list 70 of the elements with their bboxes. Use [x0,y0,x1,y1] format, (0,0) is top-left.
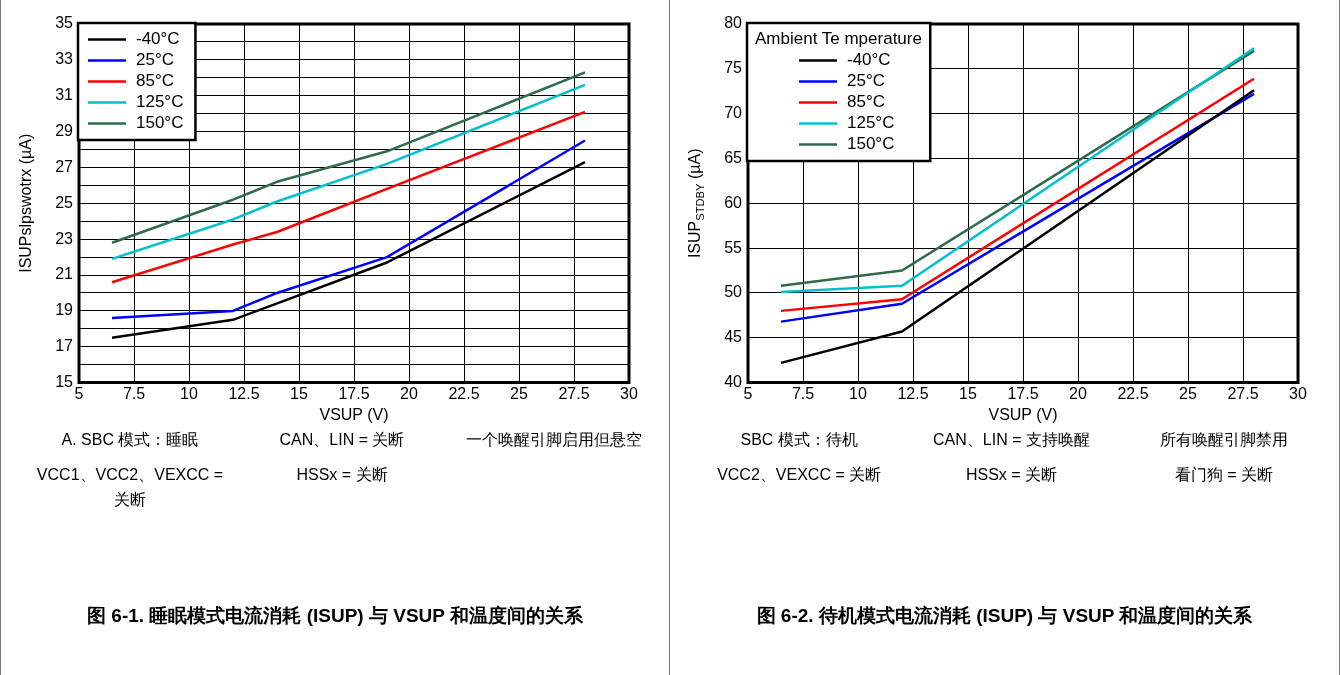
y-tick-label: 31 [55,86,74,104]
y-tick-label: 25 [55,193,74,211]
text: 看门狗 = 关断 [1173,465,1274,485]
y-tick-label: 45 [724,328,743,346]
legend-label: 85°C [847,92,885,112]
y-tick-label: 35 [55,14,74,32]
y-tick-label: 80 [724,14,743,32]
x-tick-label: 30 [1289,384,1307,402]
text: VCC2、VEXCC = 关断 [716,465,883,485]
text: VCC1、VCC2、VEXCC = 关断 [35,465,225,510]
x-tick-label: 17.5 [1007,384,1039,402]
y-tick-label: 70 [724,104,743,122]
x-tick-label: 7.5 [791,384,815,402]
x-tick-label: 10 [849,384,867,402]
y-tick-label: 75 [724,59,743,77]
y-tick-label: 27 [55,157,74,175]
y-tick-label: 55 [724,238,743,256]
legend-label: 25°C [136,50,174,70]
text: 所有唤醒引脚禁用 [1158,430,1289,450]
text: SBC 模式：待机 [739,430,859,450]
y-tick-label: 33 [55,50,74,68]
y-tick-label: 23 [55,229,74,247]
x-tick-label: 5 [74,384,84,402]
x-tick-label: 12.5 [228,384,260,402]
x-tick-label: 30 [620,384,638,402]
x-axis-title: VSUP (V) [319,405,389,423]
y-axis-title: ISUPSTDBY (µA) [686,148,706,259]
y-tick-label: 17 [55,337,74,355]
text: 图 6-1. 睡眠模式电流消耗 (ISUP) 与 VSUP 和温度间的关系 [86,604,584,628]
y-tick-label: 29 [55,121,74,139]
x-axis-title: VSUP (V) [988,405,1058,423]
y-axis-title: ISUPslpswotrx (µA) [17,133,35,273]
legend-label: 150°C [847,134,895,154]
y-tick-label: 50 [724,283,743,301]
text: 图 6-2. 待机模式电流消耗 (ISUP) 与 VSUP 和温度间的关系 [755,604,1254,628]
y-tick-label: 40 [724,373,743,391]
legend-label: 125°C [847,113,895,133]
x-tick-label: 17.5 [338,384,370,402]
text: CAN、LIN = 关断 [278,430,406,450]
legend-label: 150°C [136,113,184,133]
text: CAN、LIN = 支持唤醒 [932,430,1091,450]
x-tick-label: 25 [510,384,528,402]
x-tick-label: 15 [290,384,308,402]
x-tick-label: 27.5 [558,384,590,402]
x-tick-label: 20 [400,384,418,402]
text: A. SBC 模式：睡眠 [60,430,200,450]
legend-label: 85°C [136,71,174,91]
x-tick-label: 27.5 [1227,384,1259,402]
x-tick-label: 5 [743,384,753,402]
y-tick-label: 15 [55,373,74,391]
y-tick-label: 21 [55,265,74,283]
text: HSSx = 关断 [964,465,1059,485]
text: HSSx = 关断 [295,465,389,485]
x-tick-label: 15 [959,384,977,402]
x-tick-label: 7.5 [122,384,146,402]
y-tick-label: 60 [724,193,743,211]
text: 一个唤醒引脚启用但悬空 [465,430,643,450]
x-tick-label: 12.5 [897,384,929,402]
y-tick-label: 65 [724,148,743,166]
legend-label: 125°C [136,92,184,112]
y-tick-label: 19 [55,301,74,319]
legend-label: 25°C [847,71,885,91]
legend-label: -40°C [136,29,180,49]
x-tick-label: 22.5 [1117,384,1149,402]
x-tick-label: 20 [1069,384,1087,402]
x-tick-label: 10 [180,384,198,402]
x-tick-label: 22.5 [448,384,480,402]
legend-title: Ambient Te mperature [755,29,922,49]
x-tick-label: 25 [1179,384,1197,402]
legend-label: -40°C [847,50,891,70]
